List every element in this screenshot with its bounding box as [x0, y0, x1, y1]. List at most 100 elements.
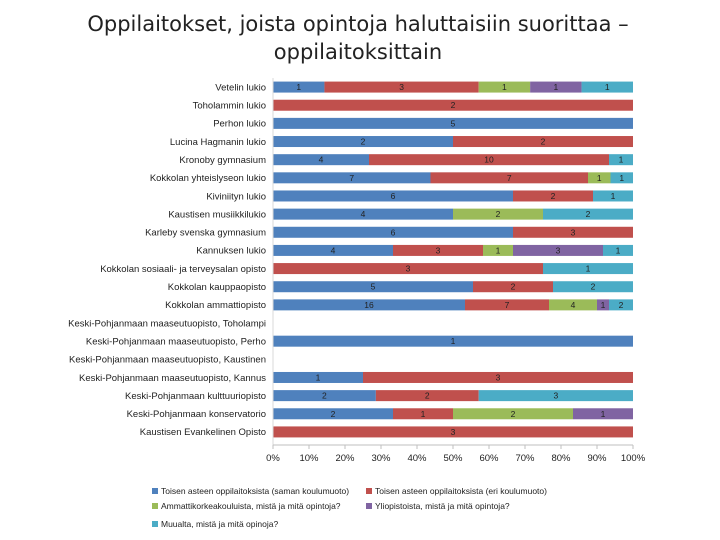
legend-entry: Yliopistoista, mistä ja mitä opintoja? [375, 501, 510, 511]
bar-value-label: 2 [451, 100, 456, 110]
bar-value-label: 2 [511, 282, 516, 292]
bar-segment [513, 244, 603, 256]
bar-segment [273, 208, 453, 220]
bar-segment [273, 99, 633, 111]
bar-value-label: 1 [586, 264, 591, 274]
legend-swatch [152, 488, 158, 494]
bar-value-label: 4 [331, 245, 336, 255]
bar-segment [478, 81, 531, 93]
bar-value-label: 5 [451, 118, 456, 128]
category-label: Kaustisen musiikkilukio [168, 209, 266, 220]
bar-segment [597, 299, 609, 311]
bar-segment [513, 226, 633, 238]
bar-value-label: 1 [553, 82, 558, 92]
legend-entry: Toisen asteen oppilaitoksista (saman kou… [161, 486, 349, 496]
bar-value-label: 3 [406, 264, 411, 274]
bar-segment [593, 190, 633, 202]
bar-segment [273, 117, 633, 129]
bar-value-label: 2 [511, 409, 516, 419]
category-label: Karleby svenska gymnasium [145, 228, 266, 239]
bar-segment [588, 172, 611, 184]
bar-value-label: 3 [399, 82, 404, 92]
bar-segment [273, 136, 453, 148]
x-tick-label: 50% [443, 453, 463, 464]
category-label: Keski-Pohjanmaan maaseutuopisto, Perho [86, 336, 266, 347]
chart-title-line-1: Oppilaitokset, joista opintoja haluttais… [87, 12, 628, 36]
category-label: Keski-Pohjanmaan konservatorio [127, 409, 266, 420]
bar-value-label: 1 [619, 155, 624, 165]
bar-segment [273, 154, 369, 166]
bar-segment [573, 408, 633, 420]
bar-segment [610, 172, 633, 184]
bar-value-label: 1 [605, 82, 610, 92]
legend-swatch [152, 503, 158, 509]
bar-value-label: 2 [425, 391, 430, 401]
category-label: Kokkolan ammattiopisto [165, 300, 266, 311]
bar-value-label: 1 [496, 245, 501, 255]
bar-segment [369, 154, 609, 166]
category-label: Kiviniityn lukio [206, 191, 266, 202]
bar-value-label: 1 [611, 191, 616, 201]
category-label: Lucina Hagmanin lukio [170, 137, 266, 148]
x-tick-label: 90% [587, 453, 607, 464]
chart-title-line-2: oppilaitoksittain [274, 40, 442, 64]
bar-value-label: 2 [591, 282, 596, 292]
bar-segment [453, 408, 573, 420]
bar-segment [273, 371, 363, 383]
x-tick-label: 40% [407, 453, 427, 464]
bar-value-label: 10 [484, 155, 494, 165]
bar-value-label: 2 [586, 209, 591, 219]
bar-value-label: 2 [551, 191, 556, 201]
bar-segment [273, 299, 465, 311]
bar-segment [465, 299, 549, 311]
bar-segment [273, 244, 393, 256]
bar-value-label: 1 [421, 409, 426, 419]
x-tick-label: 80% [551, 453, 571, 464]
bar-value-label: 6 [391, 191, 396, 201]
category-label: Keski-Pohjanmaan maaseutuopisto, Toholam… [68, 318, 266, 329]
bar-segment [273, 390, 376, 402]
bar-value-label: 1 [502, 82, 507, 92]
bar-segment [273, 335, 633, 347]
bar-segment [478, 390, 633, 402]
bar-segment [513, 190, 593, 202]
category-label: Keski-Pohjanmaan maaseutuopisto, Kaustin… [69, 355, 266, 366]
bar-value-label: 7 [505, 300, 510, 310]
bar-segment [553, 281, 633, 293]
bar-value-label: 2 [619, 300, 624, 310]
bar-segment [324, 81, 479, 93]
bar-segment [603, 244, 633, 256]
bar-value-label: 1 [601, 409, 606, 419]
x-tick-label: 10% [299, 453, 319, 464]
bar-segment [273, 426, 633, 438]
category-label: Kaustisen Evankelinen Opisto [140, 427, 266, 438]
x-tick-label: 70% [515, 453, 535, 464]
bar-value-label: 7 [507, 173, 512, 183]
bar-segment [430, 172, 588, 184]
category-label: Kannuksen lukio [196, 246, 266, 257]
legend: Toisen asteen oppilaitoksista (saman kou… [152, 486, 547, 529]
bar-segment [273, 281, 473, 293]
bar-segment [273, 81, 325, 93]
bar-value-label: 3 [451, 427, 456, 437]
bar-segment [453, 208, 543, 220]
category-label: Kokkolan sosiaali- ja terveysalan opisto [100, 264, 266, 275]
bar-value-label: 3 [571, 227, 576, 237]
bar-value-label: 1 [316, 372, 321, 382]
bar-value-label: 3 [553, 391, 558, 401]
bar-value-label: 1 [619, 173, 624, 183]
bar-segment [393, 244, 483, 256]
legend-swatch [366, 503, 372, 509]
bar-value-label: 3 [496, 372, 501, 382]
bar-value-label: 5 [371, 282, 376, 292]
legend-swatch [366, 488, 372, 494]
bar-segment [543, 208, 633, 220]
bar-segment [549, 299, 597, 311]
x-tick-label: 20% [335, 453, 355, 464]
legend-entry: Ammattikorkeakouluista, mistä ja mitä op… [161, 501, 341, 511]
bar-value-label: 2 [496, 209, 501, 219]
bar-segment [273, 226, 513, 238]
bar-value-label: 4 [319, 155, 324, 165]
